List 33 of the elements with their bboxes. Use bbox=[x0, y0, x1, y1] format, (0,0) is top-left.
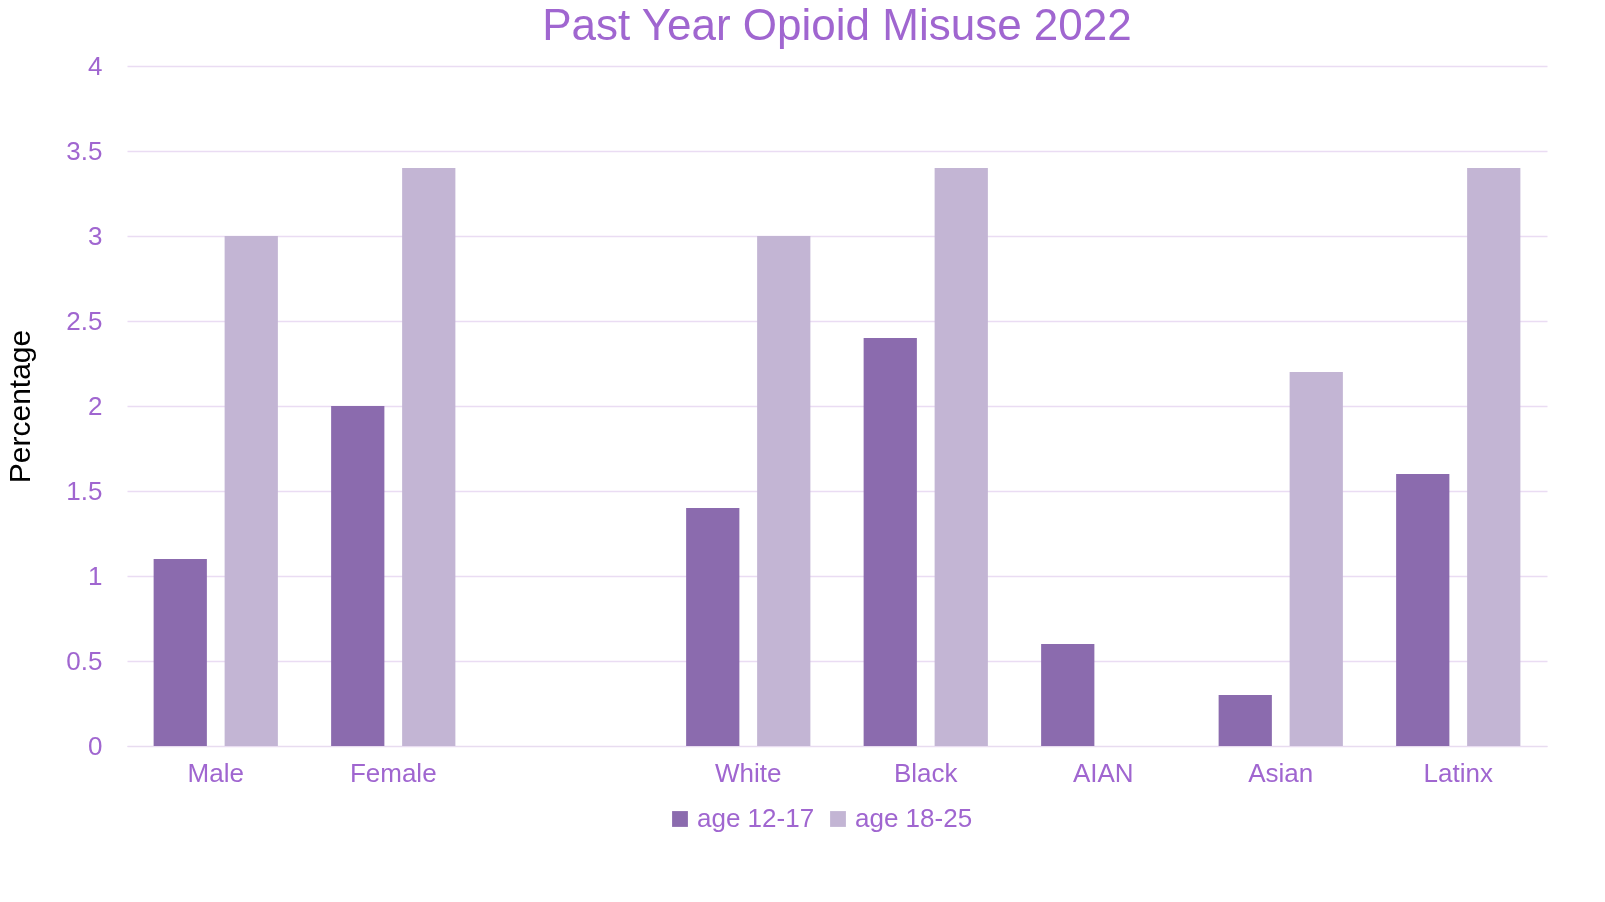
x-tick-label: White bbox=[715, 757, 782, 788]
bar bbox=[757, 236, 811, 746]
bar bbox=[1467, 168, 1521, 746]
bar bbox=[863, 338, 917, 746]
chart-title: Past Year Opioid Misuse 2022 bbox=[542, 0, 1132, 49]
bar bbox=[402, 168, 456, 746]
x-tick-label: Black bbox=[893, 757, 959, 788]
bar bbox=[331, 406, 385, 746]
x-tick-label: Male bbox=[187, 757, 244, 788]
legend-label: age 12-17 bbox=[697, 803, 815, 833]
y-tick-label: 2 bbox=[88, 390, 103, 421]
bar bbox=[1396, 474, 1450, 746]
y-axis-title: Percentage bbox=[3, 329, 37, 484]
legend-label: age 18-25 bbox=[855, 803, 973, 833]
y-tick-label: 3 bbox=[88, 220, 103, 251]
y-tick-label: 2.5 bbox=[66, 305, 103, 336]
x-tick-label: AIAN bbox=[1072, 757, 1134, 788]
y-tick-label: 0.5 bbox=[66, 645, 103, 676]
y-tick-label: 3.5 bbox=[66, 135, 103, 166]
y-tick-label: 0 bbox=[88, 730, 103, 761]
bar bbox=[224, 236, 278, 746]
bar bbox=[934, 168, 988, 746]
bar bbox=[1289, 372, 1343, 746]
bar bbox=[1041, 644, 1095, 746]
bar bbox=[686, 508, 740, 746]
bar bbox=[153, 559, 207, 746]
y-tick-label: 4 bbox=[88, 50, 103, 81]
x-tick-label: Female bbox=[349, 757, 437, 788]
bar bbox=[1218, 695, 1272, 746]
y-tick-label: 1 bbox=[88, 560, 103, 591]
x-tick-label: Asian bbox=[1248, 757, 1314, 788]
y-tick-label: 1.5 bbox=[66, 475, 103, 506]
x-tick-label: Latinx bbox=[1423, 757, 1493, 788]
